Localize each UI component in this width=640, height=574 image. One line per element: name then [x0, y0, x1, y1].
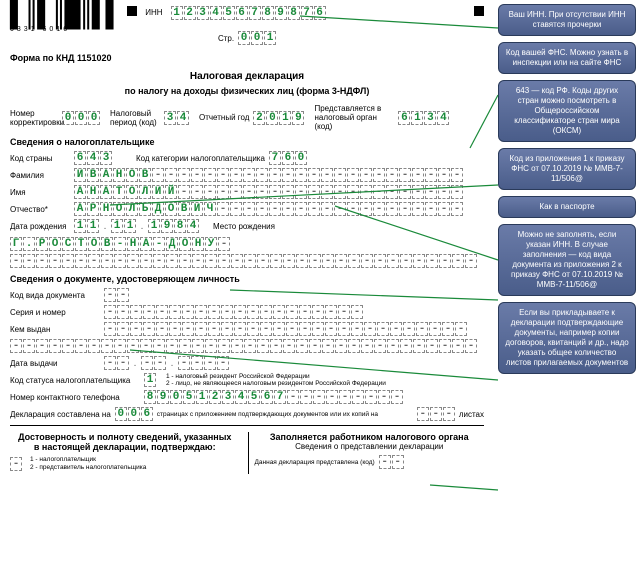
corr-label: Номер корректировки [10, 109, 58, 127]
marker-square [127, 6, 137, 16]
form-title: Налоговая декларация [10, 71, 484, 82]
note-passport: Как в паспорте [498, 196, 636, 218]
form-kind: Форма по КНД 1151020 [10, 53, 484, 63]
doc-type-cells: -- [104, 288, 129, 302]
surname-cells: ИВАНОВ------------------------ [74, 168, 463, 182]
birthplace-label: Место рождения [213, 222, 275, 231]
doc-type-label: Код вида документа [10, 291, 100, 300]
status-label: Код статуса налогоплательщика [10, 376, 140, 385]
category-label: Код категории налогоплательщика [136, 154, 265, 163]
note-country: 643 — код РФ. Коды других стран можно по… [498, 80, 636, 142]
note-inn: Ваш ИНН. При отсутствии ИНН ставятся про… [498, 4, 636, 36]
doc-date-d: -- [104, 356, 129, 370]
taxpayer-section-title: Сведения о налогоплательщике [10, 137, 484, 147]
category-cells: 760 [269, 151, 307, 165]
bottom-section: Достоверность и полноту сведений, указан… [10, 432, 484, 473]
patronymic-cells: АРНОЛЬДОВИЧ------------------- [74, 202, 463, 216]
present-cells: -- [379, 455, 404, 469]
submitted-cells: 6134 [398, 111, 449, 125]
phone-cells: 89051234567--------- [144, 390, 403, 404]
form-subtitle: по налогу на доходы физических лиц (форм… [10, 86, 484, 96]
note-category: Код из приложения 1 к приказу ФНС от 07.… [498, 148, 636, 190]
patronymic-label: Отчество* [10, 205, 70, 214]
tax-form: ▌║▌║█║▌▌ 0331 6016 ИНН 123456789876 Стр.… [0, 0, 490, 480]
report-year-label: Отчетный год [199, 113, 249, 122]
note-fns: Код вашей ФНС. Можно узнать в инспекции … [498, 42, 636, 74]
doc-date-y: ---- [178, 356, 229, 370]
barcode-icon: ▌║▌║█║▌▌ [10, 6, 119, 24]
bottom-right-title: Заполняется работником налогового органа [255, 432, 485, 442]
status-cells: 1 [144, 373, 156, 387]
country-cells: 643 [74, 151, 112, 165]
note-iddoc: Можно не заполнять, если указан ИНН. В с… [498, 224, 636, 296]
confirm-legend-2: 2 - представитель налогоплательщика [30, 464, 146, 471]
bottom-right-line: Данная декларация представлена (код) [255, 459, 375, 466]
dob-label: Дата рождения [10, 222, 70, 231]
tax-period-cells: 34 [164, 111, 189, 125]
birthplace-cells: Г.РОСТОВ-НА-ДОНУ- [10, 237, 230, 251]
country-label: Код страны [10, 154, 70, 163]
notes-column: Ваш ИНН. При отсутствии ИНН ставятся про… [498, 4, 636, 374]
pages-cells: 006 [115, 407, 153, 421]
confirm-legend-1: 1 - налогоплательщик [30, 456, 146, 463]
page-label: Стр. [218, 34, 234, 43]
marker-square-2 [474, 6, 484, 16]
doc-issued-label: Кем выдан [10, 325, 100, 334]
attach-cells: --- [417, 407, 455, 421]
submitted-label: Представляется в налоговый орган (код) [314, 104, 394, 131]
dob-year-cells: 1984 [148, 219, 199, 233]
iddoc-section-title: Сведения о документе, удостоверяющем лич… [10, 274, 484, 284]
name-label: Имя [10, 188, 70, 197]
doc-issued-cells: ---------------------------- [104, 322, 467, 336]
bottom-left-title: Достоверность и полноту сведений, указан… [10, 432, 240, 452]
pages-label-mid: страницах с приложением подтверждающих д… [157, 411, 413, 418]
inn-cells: 123456789876 [171, 6, 326, 20]
pages-label-pre: Декларация составлена на [10, 410, 111, 419]
inn-label: ИНН [145, 8, 162, 17]
confirm-cells: - [10, 457, 22, 471]
doc-date-label: Дата выдачи [10, 359, 100, 368]
doc-issued-cont-cells: ------------------------------------ [10, 339, 477, 353]
tax-period-label: Налоговый период (код) [110, 109, 160, 127]
dob-day-cells: 11 [74, 219, 99, 233]
phone-label: Номер контактного телефона [10, 393, 140, 402]
page-cells: 001 [238, 31, 276, 45]
surname-label: Фамилия [10, 171, 70, 180]
doc-series-cells: -------------------- [104, 305, 363, 319]
name-cells: АНАТОЛИЙ---------------------- [74, 185, 463, 199]
pages-label-end: листах [459, 410, 484, 419]
barcode-block: ▌║▌║█║▌▌ 0331 6016 [10, 6, 119, 33]
params-row: Номер корректировки 000 Налоговый период… [10, 104, 484, 131]
doc-date-m: -- [141, 356, 166, 370]
note-pages: Если вы прикладываете к декларации подтв… [498, 302, 636, 374]
dob-month-cells: 11 [111, 219, 136, 233]
report-year-cells: 2019 [253, 111, 304, 125]
corr-cells: 000 [62, 111, 100, 125]
doc-series-label: Серия и номер [10, 308, 100, 317]
birthplace-cont-cells: ------------------------------------ [10, 254, 477, 268]
header-row: ▌║▌║█║▌▌ 0331 6016 ИНН 123456789876 [10, 6, 484, 33]
status-note-2: 2 - лицо, не являющееся налоговым резиде… [166, 380, 386, 387]
bottom-right-sub: Сведения о представлении декларации [255, 442, 485, 451]
